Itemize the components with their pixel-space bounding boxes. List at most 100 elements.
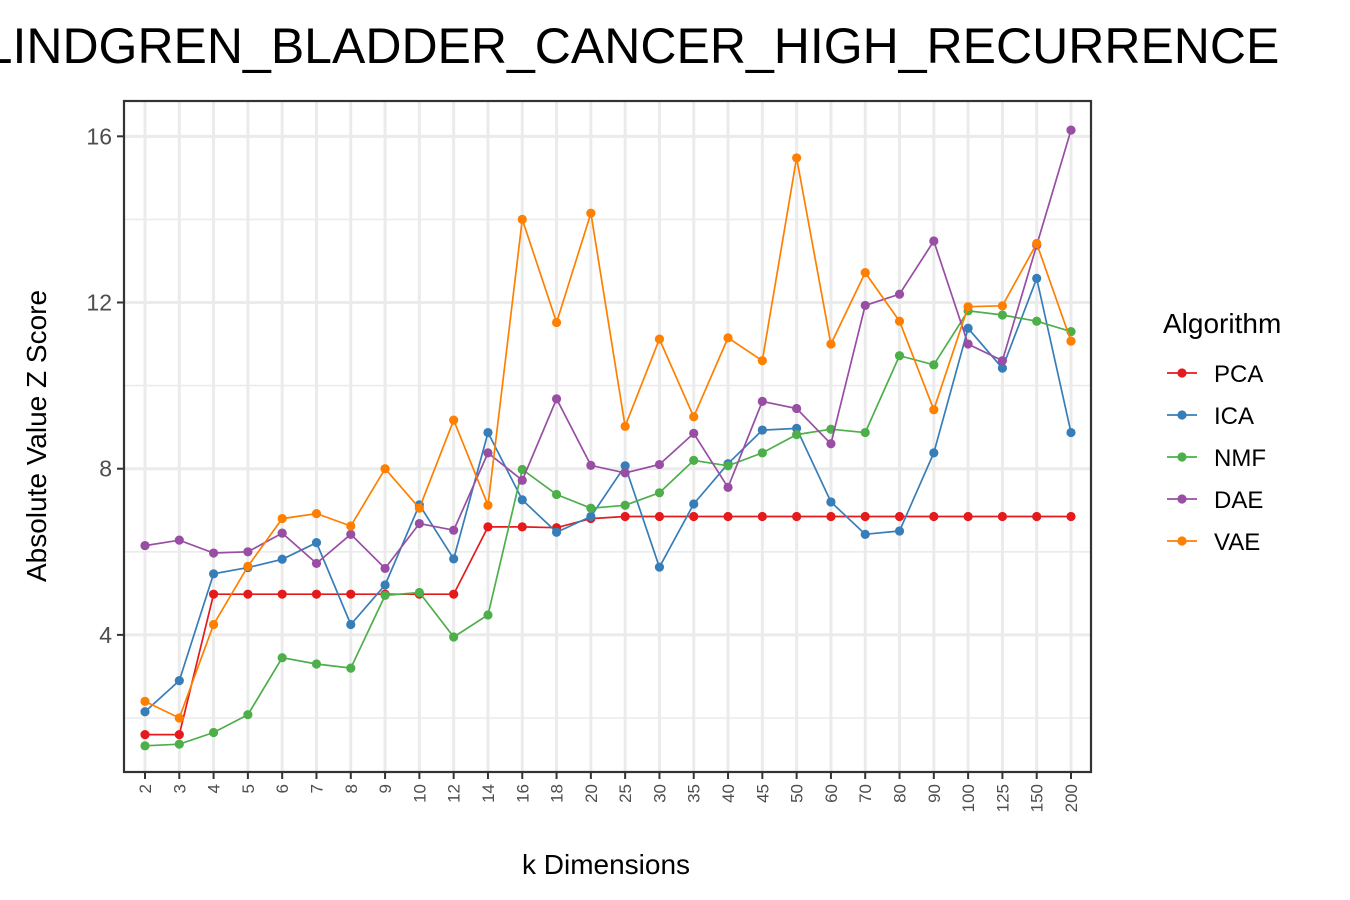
y-tick-label: 16 [86, 123, 112, 149]
data-point-vae [620, 421, 630, 431]
data-point-ica [757, 425, 767, 435]
data-point-pca [346, 589, 356, 599]
x-tick-label: 8 [342, 784, 361, 793]
data-point-vae [1032, 238, 1042, 249]
data-point-vae [380, 464, 390, 474]
data-point-vae [963, 302, 973, 312]
plot-background [124, 101, 1091, 772]
data-point-dae [929, 236, 939, 246]
x-tick-label: 25 [616, 784, 635, 803]
x-axis: 2 3 4 5 6 7 8 9 10 12 14 16 18 20 25 30 35 40 45 50 60 70 80 90… [136, 772, 1081, 812]
data-point-ica [346, 619, 356, 630]
data-point-ica [380, 580, 390, 590]
x-axis-title: k Dimensions [522, 849, 690, 880]
series-line-nmf [144, 309, 1072, 747]
data-point-pca [826, 511, 836, 522]
data-point-dae [208, 548, 219, 558]
data-point-nmf [174, 739, 184, 749]
data-point-vae [208, 619, 219, 630]
data-point-pca [997, 511, 1008, 522]
data-point-nmf [654, 488, 665, 498]
data-point-ica [997, 363, 1008, 373]
data-point-nmf [380, 590, 390, 601]
data-point-ica [174, 675, 184, 686]
data-point-pca [243, 589, 253, 599]
data-point-vae [860, 267, 870, 278]
series-vae [140, 153, 1076, 723]
data-point-pca [757, 511, 767, 522]
plot-border [122, 99, 1093, 774]
x-tick-label: 20 [582, 784, 601, 803]
x-tick-label: 5 [239, 784, 258, 793]
data-point-ica [311, 538, 322, 548]
data-point-nmf [414, 587, 424, 598]
x-tick-label: 6 [273, 784, 292, 793]
legend-label-ica: ICA [1214, 403, 1254, 430]
data-point-vae [757, 356, 767, 366]
data-point-vae [311, 508, 322, 519]
data-point-vae [792, 153, 802, 163]
x-tick-label: 7 [307, 784, 326, 793]
data-point-ica [449, 554, 459, 564]
data-point-dae [380, 563, 390, 574]
x-tick-label: 125 [993, 784, 1012, 812]
data-point-nmf [140, 741, 150, 751]
x-tick-label: 3 [170, 784, 189, 793]
x-tick-label: 50 [788, 784, 807, 803]
data-point-nmf [929, 360, 939, 370]
x-tick-label: 200 [1062, 784, 1081, 812]
series-pca [140, 511, 1076, 740]
data-point-ica [654, 562, 665, 572]
data-point-dae [414, 518, 424, 529]
data-point-dae [1066, 125, 1076, 135]
chart-title: LINDGREN_BLADDER_CANCER_HIGH_RECURRENCE [0, 18, 1279, 74]
data-point-nmf [243, 710, 253, 720]
series-line-dae [144, 129, 1072, 570]
legend-label-pca: PCA [1214, 361, 1263, 388]
data-point-dae [346, 529, 356, 539]
data-point-dae [894, 289, 905, 299]
legend-key-point-nmf [1177, 452, 1187, 462]
x-tick-label: 4 [205, 784, 224, 793]
data-point-nmf [689, 455, 699, 465]
data-point-vae [826, 339, 836, 349]
legend-label-vae: VAE [1214, 529, 1260, 556]
y-tick-label: 4 [99, 622, 112, 648]
data-point-dae [620, 468, 630, 478]
data-point-nmf [208, 727, 219, 738]
data-point-pca [277, 589, 287, 599]
data-point-nmf [997, 310, 1008, 320]
x-tick-label: 150 [1028, 784, 1047, 812]
data-point-vae [243, 561, 253, 571]
y-tick-label: 8 [99, 456, 112, 482]
data-point-ica [1066, 427, 1076, 438]
data-point-vae [997, 301, 1008, 311]
y-tick-label: 12 [86, 290, 112, 316]
data-point-dae [517, 475, 527, 485]
data-point-dae [243, 547, 253, 557]
legend-key-point-ica [1177, 410, 1187, 420]
series-nmf [140, 306, 1076, 751]
x-tick-label: 100 [959, 784, 978, 812]
data-point-nmf [277, 653, 287, 663]
data-point-dae [860, 300, 870, 311]
data-point-pca [449, 589, 459, 599]
data-point-vae [517, 214, 527, 225]
data-point-dae [963, 339, 973, 349]
data-point-nmf [311, 659, 322, 669]
legend-key-point-dae [1177, 494, 1187, 504]
data-point-pca [483, 522, 493, 532]
data-point-pca [792, 511, 802, 522]
data-point-pca [517, 522, 527, 532]
data-point-nmf [757, 448, 767, 458]
data-point-vae [929, 405, 939, 415]
legend-key-point-pca [1177, 368, 1187, 378]
data-point-pca [860, 511, 870, 522]
series-line-pca [145, 515, 1071, 736]
data-point-nmf [894, 351, 905, 361]
data-point-pca [140, 730, 150, 740]
data-point-nmf [517, 464, 527, 475]
data-point-ica [894, 526, 905, 536]
data-point-ica [1032, 273, 1042, 284]
